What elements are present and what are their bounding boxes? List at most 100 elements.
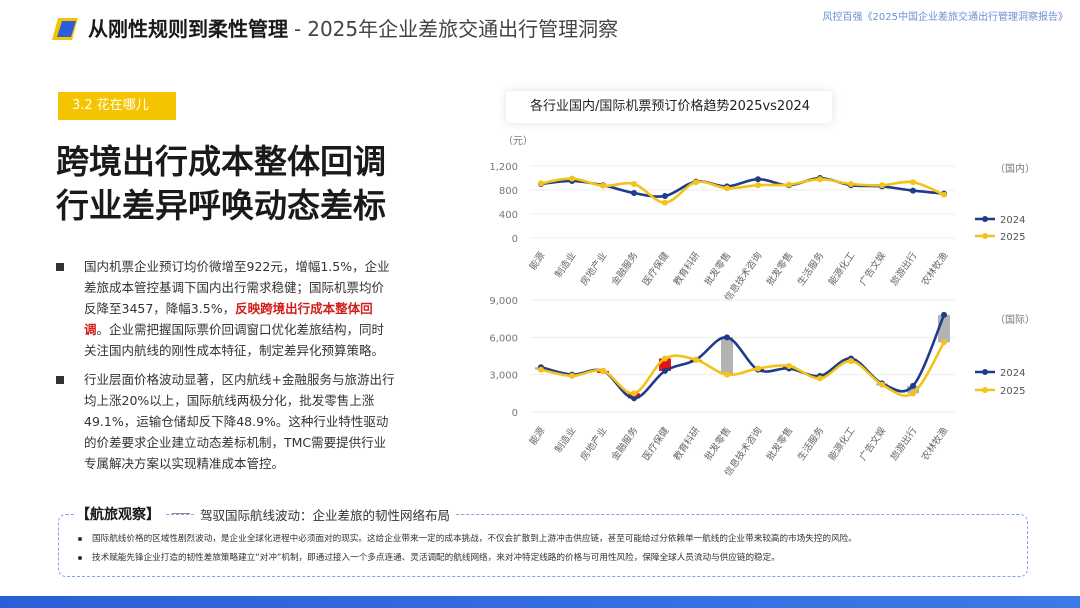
legend-marker-2024 [982, 216, 988, 222]
data-point-2025 [631, 390, 637, 397]
bullet-1-text-after: 。企业需把握国际票价回调窗口优化差旅结构，同时关注国内航线的刚性成本特征，制定差… [84, 322, 385, 358]
data-point-2025 [600, 367, 606, 374]
data-point-2024 [662, 367, 668, 374]
legend-marker-2025 [982, 387, 988, 393]
x-tick-label: 房地产业 [578, 250, 610, 288]
x-tick-label: 批发零售 [764, 425, 796, 463]
panel-label: （国际） [995, 314, 1035, 326]
headline-line-2: 行业差异呼唤动态差标 [56, 186, 386, 225]
x-tick-label: 批发零售 [702, 425, 734, 463]
x-tick-label: 教育科研 [671, 249, 703, 287]
y-tick-label: 1,200 [489, 162, 518, 173]
bullet-dot-icon [78, 556, 82, 560]
data-point-2025 [600, 182, 606, 189]
data-point-2025 [817, 176, 823, 183]
legend-marker-2024 [982, 369, 988, 375]
x-tick-label: 医疗保健 [640, 424, 672, 462]
y-tick-label: 800 [499, 186, 518, 197]
observation-title: 【航旅观察】 [76, 504, 164, 524]
report-name: 风控百强《2025中国企业差旅交通出行管理洞察报告》 [822, 12, 1068, 23]
x-tick-label: 教育科研 [671, 424, 703, 462]
data-point-2025 [693, 179, 699, 186]
change-bar [907, 385, 919, 394]
chart-panel-1: 0 400 800 1,200 （元） （国内） 2024 2025 能源 制造业 房地产业 金融服务… [489, 135, 1035, 303]
legend-label: 2025 [1000, 232, 1025, 243]
data-point-2024 [662, 193, 668, 199]
data-point-2024 [910, 382, 916, 389]
x-tick-label: 批发零售 [702, 250, 734, 288]
section-tag: 3.2 花在哪儿 [58, 92, 176, 120]
chart-title: 各行业国内/国际机票预订价格趋势2025vs2024 [506, 91, 832, 123]
y-axis-unit-label: （元） [503, 135, 533, 147]
x-tick-label: 批发零售 [764, 250, 796, 288]
bullet-item-1: 国内机票企业预订均价微增至922元，增幅1.5%，企业差旅成本管控基调下国内出行… [56, 256, 396, 361]
x-tick-label: 广告文娱 [857, 424, 889, 462]
data-point-2025 [786, 362, 792, 369]
data-point-2025 [724, 185, 730, 192]
x-tick-label: 金融服务 [609, 249, 641, 287]
data-point-2025 [848, 181, 854, 187]
bullet-square-icon [56, 376, 64, 384]
header-title-sub: 2025年企业差旅交通出行管理洞察 [307, 17, 619, 41]
bullet-1-text-before: 国内机票企业预订均价微增至922元，增幅1.5%，企业差旅成本管控基调下国内出行… [84, 259, 390, 316]
data-point-2024 [631, 395, 637, 402]
x-tick-label: 农林牧渔 [919, 424, 951, 462]
bullet-1-highlight: 反映跨境出行成本整体回调 [84, 301, 373, 337]
change-bar [721, 337, 733, 375]
bullet-square-icon [56, 263, 64, 271]
y-tick-label: 9,000 [489, 296, 518, 307]
x-tick-label: 能源化工 [826, 424, 858, 462]
observation-item-2: 技术赋能先锋企业打造的韧性差旅策略建立“对冲”机制，即通过接入一个多点连通、灵活… [78, 549, 1018, 568]
data-point-2025 [538, 180, 544, 187]
data-point-2025 [879, 182, 885, 189]
bullet-item-2: 行业层面价格波动显著，区内航线+金融服务与旅游出行均上涨20%以上，国际航线两极… [56, 369, 396, 474]
data-point-2025 [662, 199, 668, 206]
data-point-2024 [631, 190, 637, 196]
x-tick-label: 金融服务 [609, 424, 641, 462]
observation-item-2-text: 技术赋能先锋企业打造的韧性差旅策略建立“对冲”机制，即通过接入一个多点连通、灵活… [92, 553, 780, 563]
data-point-2025 [631, 181, 637, 187]
data-point-2025 [755, 365, 761, 372]
header-title: 从刚性规则到柔性管理 -2025年企业差旅交通出行管理洞察 [88, 14, 618, 44]
x-tick-label: 医疗保健 [640, 249, 672, 287]
data-point-2024 [941, 311, 947, 318]
legend-marker-2025 [982, 233, 988, 239]
panel-label: （国内） [995, 162, 1035, 175]
data-point-2025 [910, 390, 916, 397]
x-tick-label: 能源 [527, 249, 548, 272]
y-tick-label: 6,000 [489, 333, 518, 344]
data-point-2025 [786, 181, 792, 188]
y-tick-label: 400 [499, 210, 518, 221]
data-point-2025 [569, 175, 575, 182]
data-point-2025 [724, 371, 730, 378]
data-point-2024 [910, 187, 916, 194]
x-tick-label: 制造业 [552, 250, 578, 280]
data-point-2025 [817, 375, 823, 382]
bullet-2-text: 行业层面价格波动显著，区内航线+金融服务与旅游出行均上涨20%以上，国际航线两极… [84, 372, 395, 471]
data-point-2025 [693, 356, 699, 363]
x-tick-label: 生活服务 [795, 249, 827, 287]
header-title-main: 从刚性规则到柔性管理 [88, 17, 288, 41]
observation-dash [172, 513, 190, 514]
x-tick-label: 广告文娱 [857, 249, 889, 287]
brand-logo-icon [52, 18, 78, 40]
x-tick-label: 旅游出行 [888, 424, 920, 462]
data-point-2025 [569, 372, 575, 379]
y-tick-label: 0 [512, 408, 518, 419]
page-headline: 跨境出行成本整体回调 行业差异呼唤动态差标 [56, 140, 386, 228]
y-tick-label: 0 [512, 234, 518, 245]
data-point-2025 [910, 179, 916, 186]
observation-item-1: 国际航线价格的区域性剧烈波动，是企业全球化进程中必须面对的现实。这给企业带来一定… [78, 530, 1018, 549]
header-title-separator: - [294, 17, 302, 41]
headline-line-1: 跨境出行成本整体回调 [56, 142, 386, 181]
data-point-2025 [941, 191, 947, 198]
x-tick-label: 能源 [527, 424, 548, 447]
observation-box [58, 514, 1028, 577]
data-point-2025 [755, 182, 761, 189]
legend-label: 2024 [1000, 215, 1025, 226]
data-point-2025 [662, 355, 668, 362]
data-point-2025 [538, 366, 544, 373]
legend-label: 2025 [1000, 386, 1025, 397]
chart-panel-2: 0 3,000 6,000 9,000 （国际） 2024 2025 能源 制造业 房地产业 金融服… [489, 296, 1035, 478]
